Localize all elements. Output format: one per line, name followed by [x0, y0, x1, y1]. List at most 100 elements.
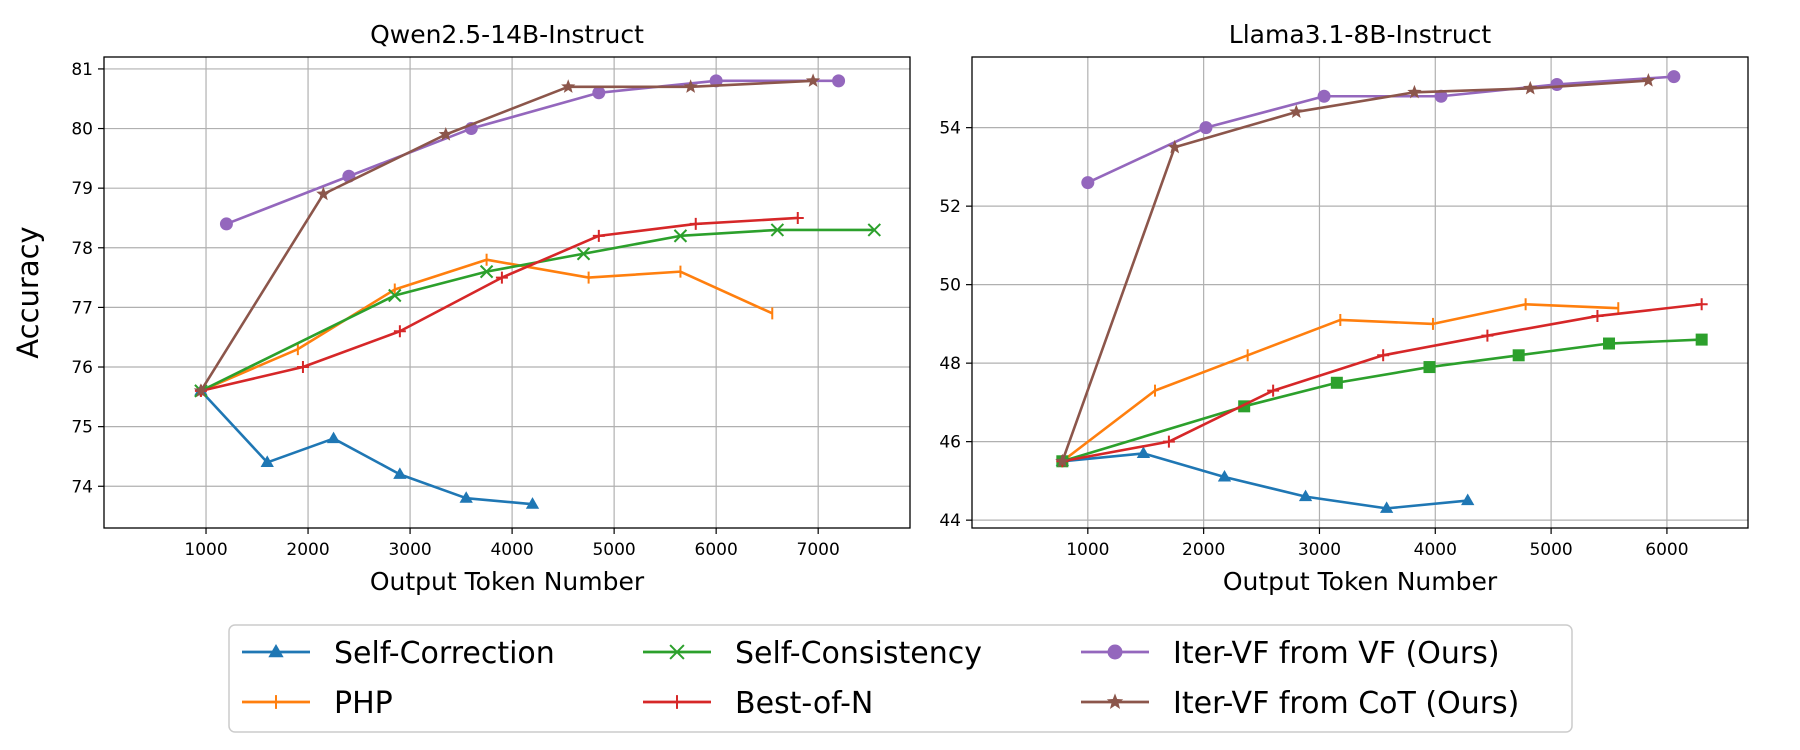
x-tick-label: 5000	[592, 540, 635, 560]
data-point-best-of-n	[1377, 349, 1390, 362]
data-point-self-consistency	[867, 223, 881, 237]
series-iter-vf-from-vf-ours	[1081, 70, 1681, 190]
data-point-self-correction	[1136, 446, 1151, 458]
series-line-self-correction	[199, 389, 533, 506]
data-point-iter-vf-from-vf-ours	[1550, 77, 1564, 91]
y-tick-label: 50	[939, 276, 961, 296]
x-tick-label: 2000	[1182, 540, 1225, 560]
data-point-iter-vf-from-cot-ours	[1407, 84, 1422, 99]
y-tick-label: 79	[71, 179, 93, 199]
x-tick-label: 1000	[184, 540, 227, 560]
y-tick-label: 77	[71, 298, 93, 318]
data-point-iter-vf-from-cot-ours	[1055, 453, 1070, 468]
y-tick-label: 81	[71, 60, 93, 80]
data-point-self-consistency	[1330, 376, 1343, 389]
data-point-iter-vf-from-vf-ours	[219, 217, 233, 231]
data-point-best-of-n	[1695, 298, 1708, 311]
data-point-self-correction	[1298, 489, 1313, 502]
data-point-best-of-n	[495, 271, 508, 284]
legend: Self-Correction Self-Consistency Iter-VF f…	[228, 624, 1573, 733]
data-point-best-of-n	[1591, 310, 1604, 323]
y-tick-label: 75	[71, 418, 93, 438]
x-tick-label: 2000	[286, 540, 329, 560]
data-point-iter-vf-from-cot-ours	[561, 79, 576, 93]
data-point-best-of-n	[1267, 384, 1280, 397]
legend-label: Self-Correction	[334, 636, 555, 671]
legend-label: Best-of-N	[735, 686, 873, 721]
legend-marker	[670, 695, 684, 709]
x-axis-label: Output Token Number	[1223, 567, 1498, 596]
data-point-iter-vf-from-cot-ours	[438, 127, 453, 141]
y-tick-label: 54	[939, 119, 961, 139]
legend-entry-php: PHP	[242, 686, 393, 721]
plot-frame	[103, 56, 911, 529]
data-point-self-consistency	[576, 247, 591, 261]
legend-entry-self-correction: Self-Correction	[242, 636, 555, 671]
series-iter-vf-from-cot-ours	[1055, 73, 1656, 468]
legend-entry-best-of-n: Best-of-N	[643, 686, 873, 721]
legend-marker	[669, 644, 685, 660]
x-tick-label: 4000	[1414, 540, 1457, 560]
x-tick-label: 7000	[797, 540, 840, 560]
data-point-best-of-n	[1162, 435, 1175, 448]
legend-marker	[268, 643, 284, 658]
data-point-self-consistency	[1603, 337, 1616, 350]
data-point-iter-vf-from-cot-ours	[193, 383, 209, 397]
series-iter-vf-from-vf-ours	[219, 74, 846, 231]
x-axis-label: Output Token Number	[370, 567, 645, 596]
legend-marker	[1106, 693, 1124, 709]
data-point-best-of-n	[393, 325, 406, 338]
legend-entry-self-consistency: Self-Consistency	[643, 636, 982, 671]
legend-box	[228, 624, 1573, 733]
data-point-self-consistency	[388, 288, 402, 303]
data-point-iter-vf-from-vf-ours	[1434, 89, 1448, 103]
series-php	[199, 253, 774, 397]
series-line-iter-vf-from-vf-ours	[225, 79, 839, 226]
series-line-best-of-n	[1062, 302, 1702, 463]
x-tick-label: 6000	[695, 540, 738, 560]
data-point-iter-vf-from-cot-ours	[1641, 73, 1656, 87]
x-tick-label: 3000	[1298, 540, 1341, 560]
series-line-iter-vf-from-cot-ours	[199, 79, 814, 392]
data-point-self-consistency	[1695, 333, 1708, 346]
data-point-iter-vf-from-cot-ours	[1167, 139, 1182, 154]
legend-label: Iter-VF from VF (Ours)	[1173, 636, 1500, 671]
series-line-self-correction	[1062, 452, 1468, 510]
legend-label: Iter-VF from CoT (Ours)	[1173, 686, 1519, 721]
panel-1: 1000 2000 3000 4000 5000 6000 7000 74 75 76 77 78 79…	[11, 20, 911, 596]
legend-label: Self-Consistency	[735, 636, 982, 671]
data-point-self-consistency	[1423, 361, 1436, 374]
x-tick-label: 6000	[1645, 540, 1688, 560]
panel-title: Llama3.1-8B-Instruct	[1229, 20, 1492, 49]
data-point-iter-vf-from-vf-ours	[1081, 176, 1095, 190]
series-self-correction	[194, 383, 540, 509]
data-point-best-of-n	[296, 361, 309, 374]
y-tick-label: 44	[939, 511, 961, 531]
series-iter-vf-from-cot-ours	[193, 73, 821, 397]
data-point-iter-vf-from-cot-ours	[1289, 104, 1304, 119]
y-tick-label: 76	[71, 358, 93, 378]
data-point-self-correction	[1461, 493, 1475, 506]
series-self-consistency	[194, 223, 881, 398]
data-point-self-correction	[459, 491, 473, 503]
data-point-iter-vf-from-cot-ours	[683, 79, 698, 93]
series-line-iter-vf-from-vf-ours	[1087, 75, 1674, 184]
data-point-iter-vf-from-vf-ours	[1317, 89, 1331, 103]
y-tick-label: 46	[939, 433, 961, 453]
legend-marker	[1107, 644, 1123, 660]
x-tick-label: 1000	[1066, 540, 1109, 560]
series-self-consistency	[1056, 333, 1708, 468]
series-line-iter-vf-from-cot-ours	[1061, 79, 1649, 462]
legend-label: PHP	[334, 686, 393, 721]
x-tick-label: 4000	[490, 540, 533, 560]
panel-title: Qwen2.5-14B-Instruct	[370, 20, 644, 49]
series-self-correction	[1055, 446, 1475, 513]
plot-frame	[971, 56, 1749, 529]
data-point-self-consistency	[770, 223, 785, 237]
data-point-iter-vf-from-cot-ours	[805, 73, 821, 87]
legend-entry-iter-vf-from-cot-ours: Iter-VF from CoT (Ours)	[1081, 686, 1519, 721]
data-point-self-consistency	[1512, 349, 1525, 362]
data-point-best-of-n	[791, 211, 804, 224]
